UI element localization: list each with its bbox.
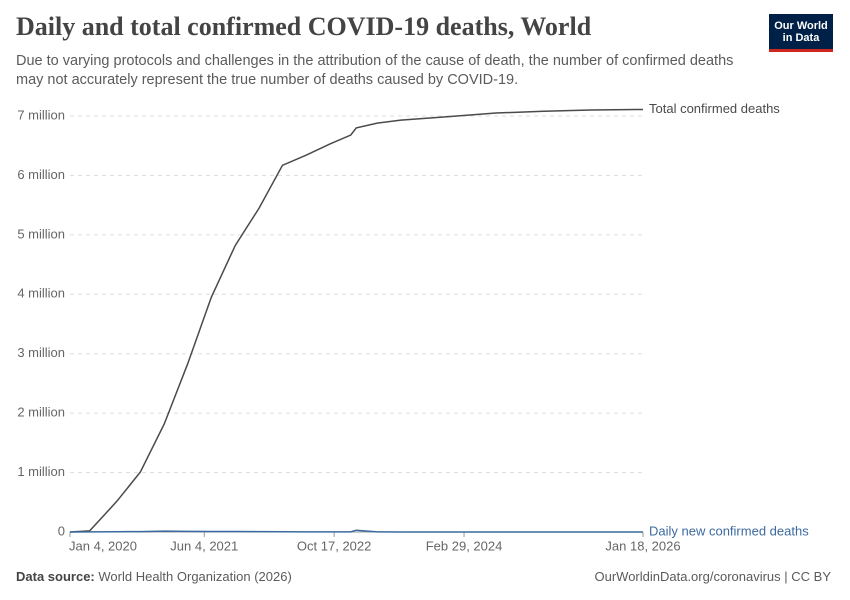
logo-line: Our World (774, 20, 828, 32)
source: World Health Organization (2026) (98, 569, 292, 584)
source-label: Data source: (16, 569, 95, 584)
y-tick-label: 4 million (17, 286, 65, 301)
series-line (69, 529, 644, 533)
logo[interactable]: Our World in Data (769, 14, 833, 52)
series-label: Total confirmed deaths (649, 101, 780, 116)
y-tick-label: 3 million (17, 345, 65, 360)
x-tick-label: Jan 4, 2020 (69, 538, 137, 553)
y-tick-label: 0 (58, 523, 65, 538)
x-tick-label: Feb 29, 2024 (426, 538, 503, 553)
chart-title: Daily and total confirmed COVID-19 death… (16, 12, 592, 41)
y-tick-label: 6 million (17, 167, 65, 182)
logo-line: in Data (782, 32, 820, 44)
x-tick-label: Jan 18, 2026 (605, 538, 680, 553)
series-line (69, 108, 644, 533)
y-tick-label: 2 million (17, 405, 65, 420)
x-tick-label: Jun 4, 2021 (170, 538, 238, 553)
y-tick-label: 1 million (17, 464, 65, 479)
footer-link[interactable]: OurWorldinData.org/coronavirus | CC BY (594, 569, 831, 584)
y-tick-label: 5 million (17, 226, 65, 241)
series-label: Daily new confirmed deaths (649, 523, 809, 538)
chart-subtitle: Due to varying protocols and challenges … (16, 53, 734, 88)
footer-source: Data source: World Health Organization (… (16, 569, 292, 584)
x-tick-label: Oct 17, 2022 (297, 538, 371, 553)
y-tick-label: 7 million (17, 107, 65, 122)
